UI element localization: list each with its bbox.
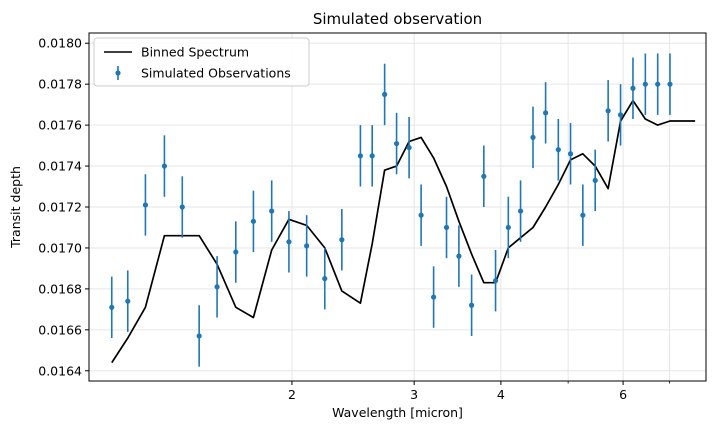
- observation-point: [109, 304, 115, 310]
- observation-point: [492, 278, 499, 284]
- observation-point: [269, 208, 275, 214]
- y-tick-label: 0.0164: [38, 363, 82, 378]
- observation-point: [481, 173, 487, 179]
- observation-point: [125, 298, 131, 304]
- observation-point: [382, 91, 388, 98]
- x-tick-label: 3: [410, 387, 418, 402]
- observation-point: [142, 202, 149, 208]
- legend: Binned Spectrum Simulated Observations: [93, 37, 310, 87]
- y-axis-label: Transit depth: [8, 166, 23, 249]
- legend-marker-sample: [115, 70, 121, 76]
- observation-point: [469, 302, 475, 308]
- observation-point: [357, 153, 364, 159]
- y-tick-label: 0.0172: [38, 200, 82, 215]
- y-tick-label: 0.0168: [38, 281, 82, 296]
- observation-point: [617, 112, 624, 118]
- observation-point: [250, 218, 257, 224]
- observation-point: [443, 224, 450, 231]
- observation-point: [592, 177, 598, 183]
- legend-label-binned: Binned Spectrum: [141, 45, 249, 60]
- observation-point: [642, 81, 648, 87]
- observation-point: [543, 110, 549, 116]
- observation-point: [580, 212, 586, 218]
- observation-point: [505, 224, 511, 231]
- observation-point: [161, 163, 168, 169]
- x-tick-label: 6: [619, 387, 627, 402]
- series-line-binned-spectrum: [111, 99, 696, 364]
- observation-point: [304, 243, 310, 249]
- observation-point: [655, 81, 661, 87]
- observation-point: [196, 333, 202, 339]
- plot-layer: [109, 53, 696, 367]
- y-tick-label: 0.0174: [38, 159, 82, 174]
- y-tick-label: 0.0170: [38, 240, 82, 255]
- observation-point: [233, 249, 239, 255]
- observation-point: [286, 239, 292, 245]
- observation-point: [530, 134, 536, 140]
- observation-point: [431, 294, 437, 300]
- y-tick-label: 0.0166: [38, 322, 82, 337]
- observation-point: [369, 153, 375, 159]
- x-tick-label: 4: [497, 387, 505, 402]
- chart-title: Simulated observation: [313, 10, 482, 28]
- observation-point: [567, 151, 574, 157]
- observation-point: [517, 208, 524, 214]
- y-tick-label: 0.0178: [38, 77, 82, 92]
- x-axis-label: Wavelength [micron]: [332, 405, 463, 420]
- observation-point: [667, 81, 673, 87]
- tick-layer: 0.0164 0.0166 0.0168 0.0170 0.0172 0.0174 0.01…: [38, 36, 670, 402]
- y-tick-label: 0.0180: [38, 36, 82, 51]
- observation-point: [322, 276, 328, 282]
- observation-point: [418, 212, 424, 218]
- y-tick-label: 0.0176: [38, 118, 82, 133]
- observation-point: [630, 85, 636, 91]
- observation-point: [555, 147, 561, 153]
- observation-point: [406, 145, 412, 151]
- observation-point: [179, 204, 185, 210]
- observation-point: [456, 253, 462, 259]
- x-tick-label: 2: [288, 387, 296, 402]
- legend-box: [93, 37, 310, 87]
- observation-point: [339, 237, 345, 243]
- observation-point: [605, 108, 611, 114]
- observation-point: [393, 140, 400, 147]
- legend-label-observations: Simulated Observations: [141, 66, 291, 81]
- observation-point: [214, 284, 220, 290]
